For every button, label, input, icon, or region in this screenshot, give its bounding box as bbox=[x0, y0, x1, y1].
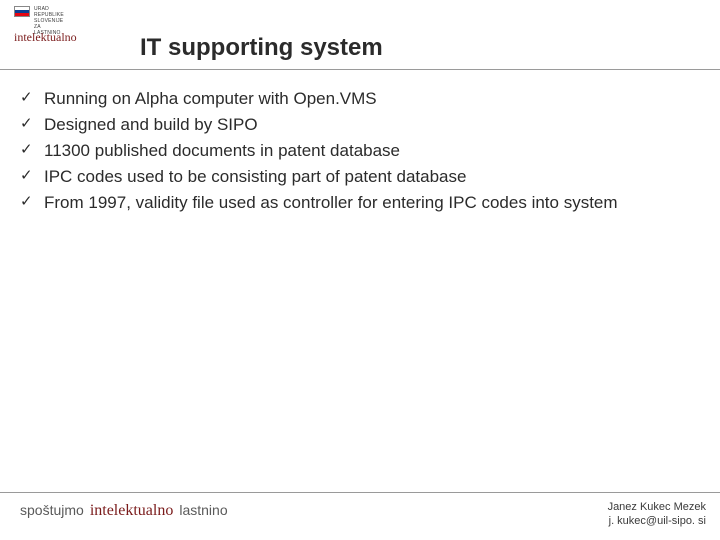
list-item: ✓ Designed and build by SIPO bbox=[20, 114, 690, 136]
footer-script-word: intelektualno bbox=[90, 502, 174, 520]
list-item: ✓ 11300 published documents in patent da… bbox=[20, 140, 690, 162]
footer-word: lastnino bbox=[179, 502, 227, 518]
check-icon: ✓ bbox=[20, 88, 44, 108]
bullet-text: Running on Alpha computer with Open.VMS bbox=[44, 88, 690, 110]
footer-word: spoštujmo bbox=[20, 502, 84, 518]
check-icon: ✓ bbox=[20, 192, 44, 212]
slide: URAD REPUBLIKE SLOVENIJE ZA LASTNINO int… bbox=[0, 0, 720, 540]
footer: spoštujmo intelektualno lastnino Janez K… bbox=[0, 492, 720, 540]
page-title: IT supporting system bbox=[140, 34, 383, 62]
author-email: j. kukec@uil-sipo. si bbox=[608, 514, 706, 528]
footer-branding: spoštujmo intelektualno lastnino bbox=[20, 502, 228, 520]
bullet-text: 11300 published documents in patent data… bbox=[44, 140, 690, 162]
bullet-list: ✓ Running on Alpha computer with Open.VM… bbox=[20, 88, 690, 214]
flag-icon bbox=[14, 6, 30, 17]
check-icon: ✓ bbox=[20, 140, 44, 160]
header-divider bbox=[0, 69, 720, 70]
check-icon: ✓ bbox=[20, 166, 44, 186]
footer-author-block: Janez Kukec Mezek j. kukec@uil-sipo. si bbox=[608, 500, 706, 529]
bullet-text: Designed and build by SIPO bbox=[44, 114, 690, 136]
check-icon: ✓ bbox=[20, 114, 44, 134]
list-item: ✓ From 1997, validity file used as contr… bbox=[20, 192, 690, 214]
bullet-text: From 1997, validity file used as control… bbox=[44, 192, 690, 214]
list-item: ✓ Running on Alpha computer with Open.VM… bbox=[20, 88, 690, 110]
header: URAD REPUBLIKE SLOVENIJE ZA LASTNINO int… bbox=[0, 0, 720, 70]
bullet-text: IPC codes used to be consisting part of … bbox=[44, 166, 690, 188]
content: ✓ Running on Alpha computer with Open.VM… bbox=[20, 88, 690, 218]
header-script-word: intelektualno bbox=[14, 30, 77, 45]
author-name: Janez Kukec Mezek bbox=[608, 500, 706, 514]
list-item: ✓ IPC codes used to be consisting part o… bbox=[20, 166, 690, 188]
footer-divider bbox=[0, 492, 720, 493]
